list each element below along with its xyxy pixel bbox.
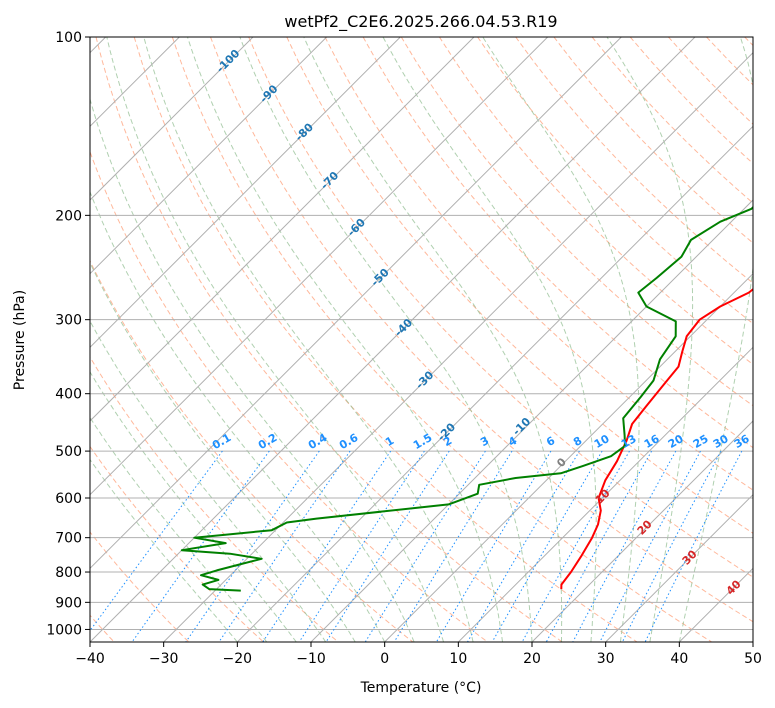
gridlines	[90, 37, 753, 642]
isotherm-line	[236, 125, 753, 642]
moist-adiabat	[90, 190, 386, 642]
x-tick-label: 0	[380, 651, 389, 667]
dry-adiabat	[248, 37, 753, 578]
y-tick-label: 900	[55, 595, 82, 611]
x-tick-label: 10	[449, 651, 467, 667]
isotherm-line	[90, 37, 549, 496]
mixing-ratio-line	[364, 450, 486, 642]
moist-adiabat	[678, 37, 753, 642]
isotherm-line	[384, 272, 753, 642]
mixing-ratio-line	[131, 450, 270, 642]
mixing-ratio-lines	[90, 450, 743, 642]
plot-frame	[89, 36, 754, 643]
dry-adiabat	[324, 37, 753, 491]
moist-adiabat	[606, 37, 694, 642]
isotherm-line	[90, 37, 401, 349]
mixing-ratio-line	[298, 450, 425, 642]
dewpoint-line	[180, 205, 753, 592]
y-axis-label: Pressure (hPa)	[12, 290, 28, 390]
moist-adiabat	[143, 37, 474, 642]
y-tick-label: 100	[55, 30, 82, 46]
moist-adiabat	[90, 320, 327, 642]
moist-adiabat	[303, 37, 563, 642]
y-tick-label: 300	[55, 313, 82, 329]
moist-adiabat	[239, 37, 533, 642]
x-tick-label: −40	[75, 651, 105, 667]
mixing-ratio-line	[644, 450, 743, 642]
mixing-ratio-line	[572, 450, 677, 642]
moist-adiabat	[106, 37, 445, 642]
axes: −40 −30 −20 −10 0 10 20 30 40 50 100 200 300 400 500 60…	[46, 30, 762, 667]
isotherm-line	[90, 37, 622, 570]
x-axis-label: Temperature (°C)	[360, 680, 482, 696]
x-tick-label: −10	[296, 651, 326, 667]
y-tick-label: 1000	[46, 622, 82, 638]
adiabat-lines	[90, 37, 753, 642]
temperature-line	[560, 287, 753, 590]
moist-adiabat	[482, 37, 640, 642]
y-tick-label: 500	[55, 444, 82, 460]
mixing-ratio-line	[491, 450, 603, 642]
moist-adiabat	[90, 416, 268, 642]
moist-adiabat	[382, 37, 597, 642]
y-tick-label: 400	[55, 387, 82, 403]
isotherm-line	[531, 420, 753, 642]
isotherm-line	[163, 51, 753, 642]
y-tick-label: 800	[55, 565, 82, 581]
isotherm-line	[605, 493, 753, 642]
isotherm-line	[310, 199, 753, 642]
plot-background	[90, 37, 753, 642]
isotherm-line	[90, 37, 254, 201]
x-tick-label: 20	[523, 651, 541, 667]
dry-adiabat	[133, 37, 638, 642]
isotherm-line	[457, 346, 753, 642]
isotherm-line	[90, 37, 328, 275]
x-tick-label: −20	[223, 651, 253, 667]
isotherm-line	[90, 37, 696, 642]
y-tick-label: 700	[55, 531, 82, 547]
mixing-ratio-line	[393, 450, 513, 642]
chart-title: wetPf2_C2E6.2025.266.04.53.R19	[284, 12, 557, 32]
y-tick-label: 200	[55, 208, 82, 224]
x-tick-label: 30	[597, 651, 615, 667]
mixing-ratio-line	[621, 450, 722, 642]
dry-adiabat	[90, 150, 489, 642]
mixing-ratio-line	[325, 450, 450, 642]
x-tick-label: −30	[149, 651, 179, 667]
moist-adiabat	[90, 261, 356, 642]
mixing-ratio-line	[262, 450, 392, 642]
isotherm-line	[90, 37, 475, 422]
dry-adiabat	[286, 37, 753, 534]
y-tick-label: 600	[55, 491, 82, 507]
x-tick-label: 50	[744, 651, 762, 667]
profile-series	[180, 205, 753, 592]
moist-adiabat	[90, 458, 238, 642]
moist-adiabat	[187, 37, 503, 642]
x-tick-label: 40	[670, 651, 688, 667]
mixing-ratio-line	[466, 450, 580, 642]
